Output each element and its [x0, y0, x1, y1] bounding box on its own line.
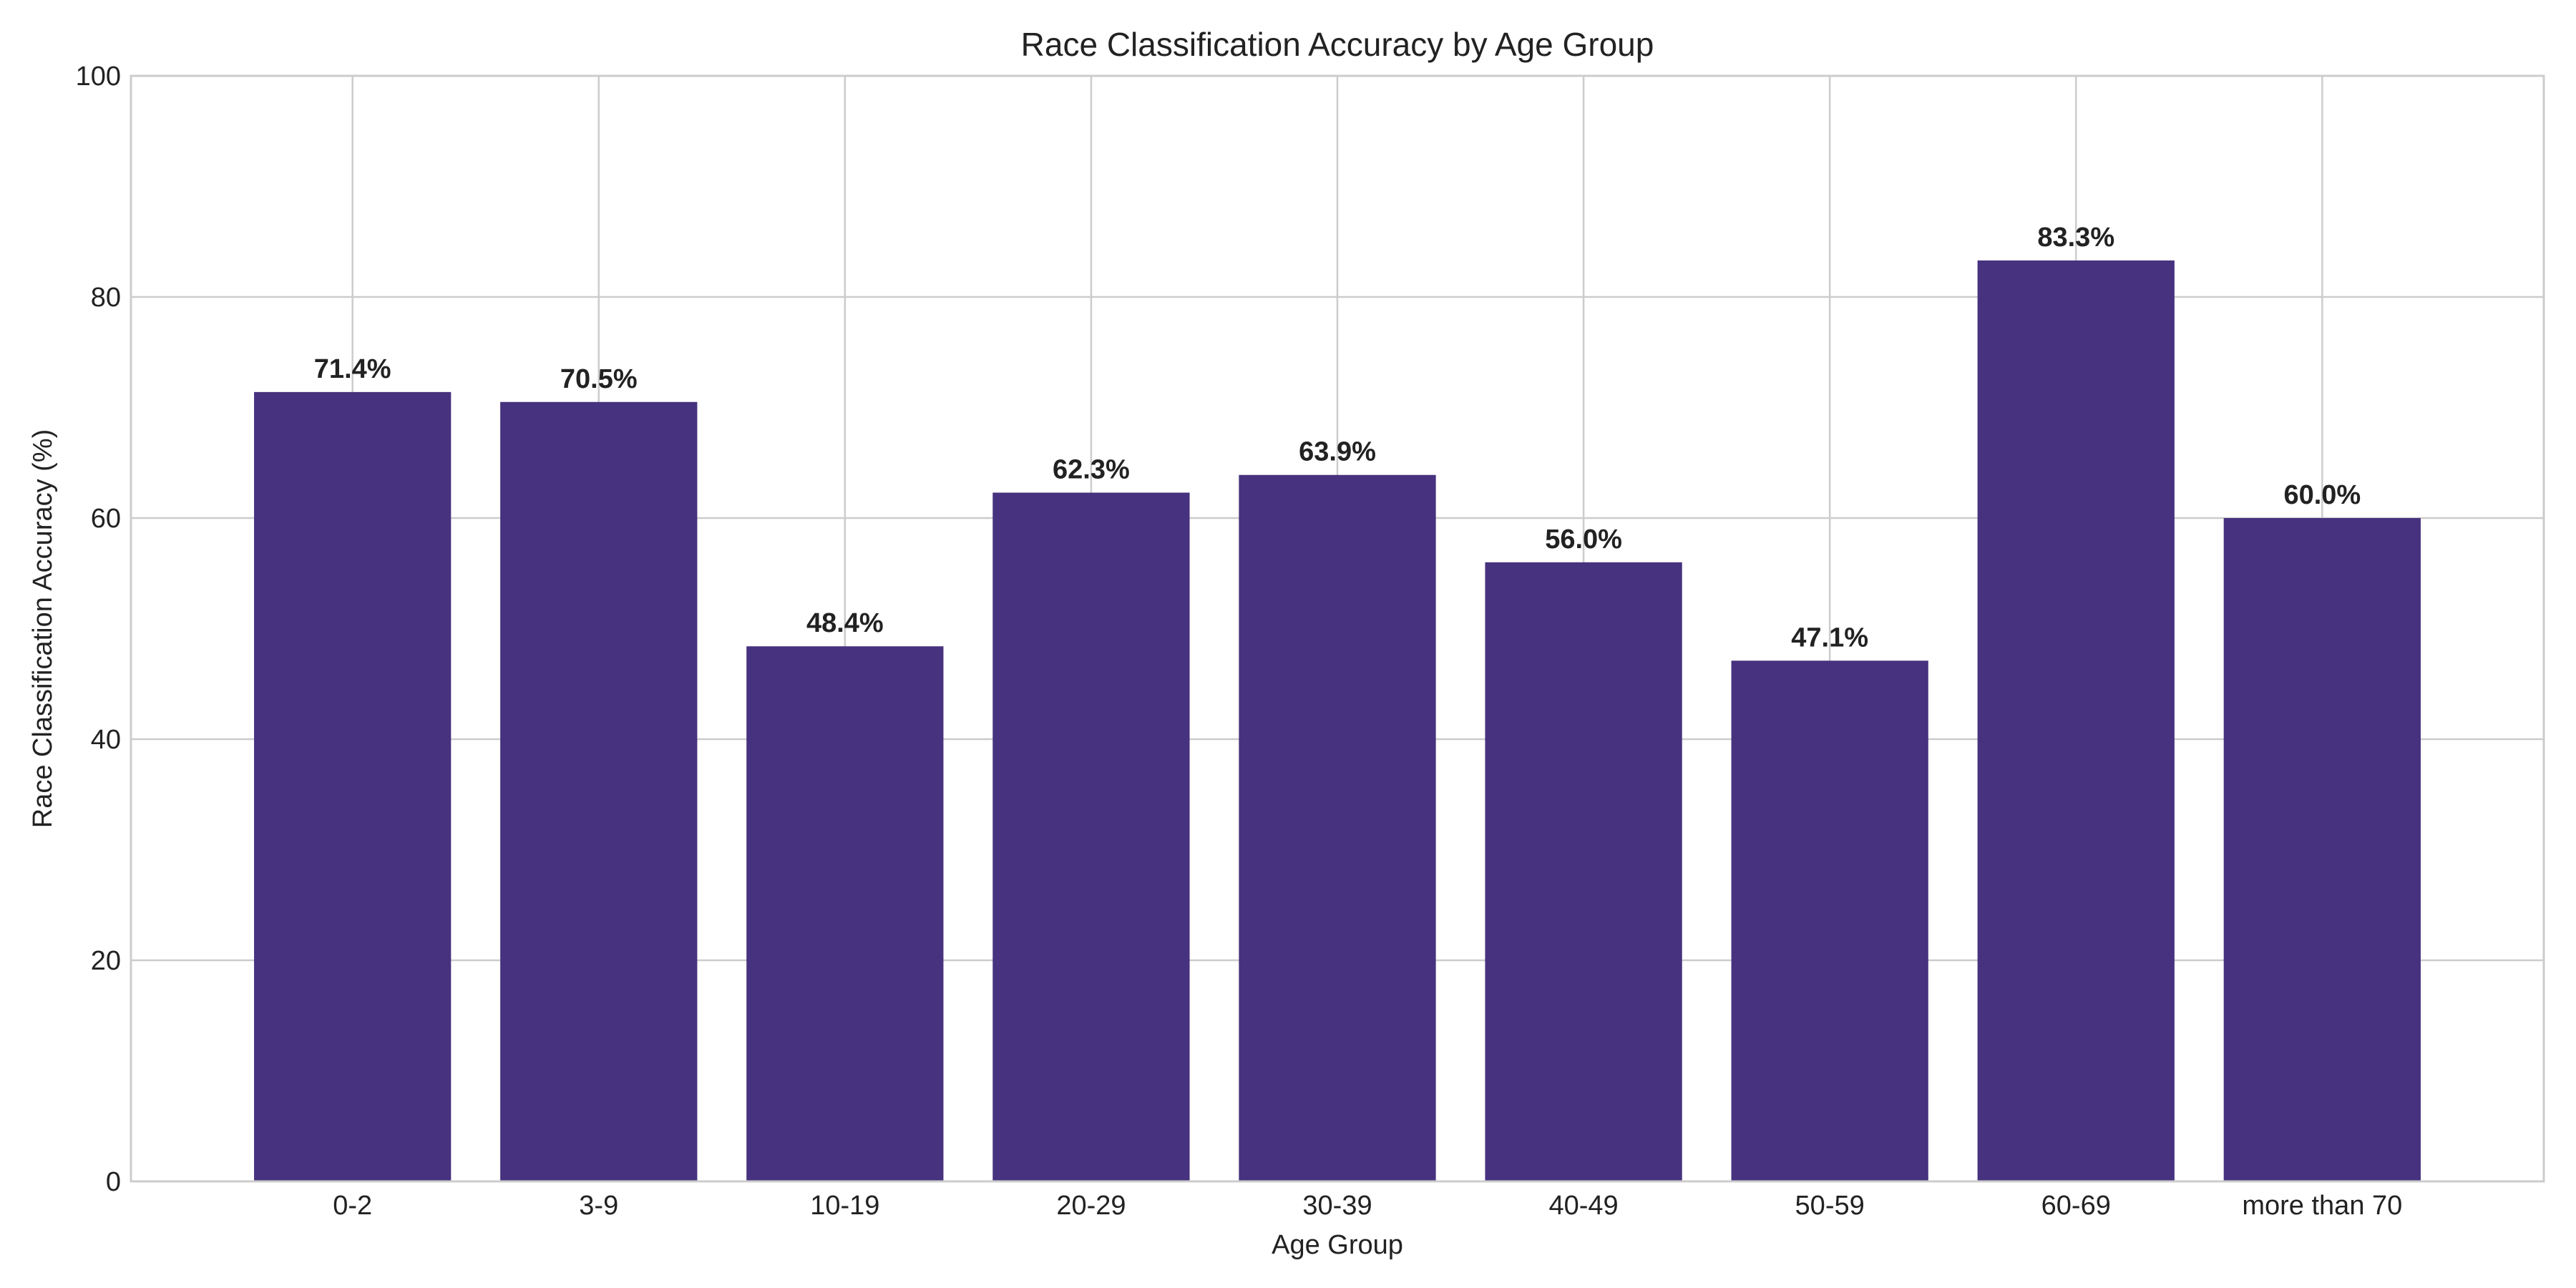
data-labels: 71.4% 70.5% 48.4% 62.3% 63.9% 56.0% 47.1% 83.3%… — [314, 223, 2361, 653]
bar — [1239, 474, 1436, 1181]
bar — [254, 391, 452, 1181]
y-tick-label: 0 — [106, 1167, 121, 1197]
x-tick-label: 0-2 — [333, 1191, 372, 1221]
bars — [254, 260, 2421, 1181]
y-axis-ticks: 0 20 40 60 80 100 — [76, 62, 121, 1197]
bar — [1731, 660, 1928, 1181]
x-tick-label: 40-49 — [1548, 1191, 1618, 1221]
bar — [2223, 518, 2421, 1181]
x-tick-label: 30-39 — [1302, 1191, 1372, 1221]
bar — [500, 401, 698, 1181]
bar-value-label: 47.1% — [1791, 623, 1868, 653]
x-tick-label: 60-69 — [2041, 1191, 2111, 1221]
chart-title: Race Classification Accuracy by Age Grou… — [1021, 26, 1654, 63]
x-tick-label: 10-19 — [810, 1191, 879, 1221]
bar-value-label: 63.9% — [1299, 437, 1376, 467]
bar-value-label: 48.4% — [806, 608, 884, 638]
bar-value-label: 71.4% — [314, 354, 391, 384]
x-axis-label: Age Group — [1272, 1230, 1403, 1260]
x-axis-ticks: 0-2 3-9 10-19 20-29 30-39 40-49 50-59 60-69 more… — [333, 1191, 2402, 1221]
plot-frame — [130, 74, 2545, 1183]
y-tick-label: 40 — [91, 725, 121, 755]
bar — [1977, 260, 2175, 1181]
x-tick-label: 20-29 — [1056, 1191, 1126, 1221]
bar-value-label: 62.3% — [1053, 454, 1130, 484]
bar-value-label: 70.5% — [560, 364, 638, 394]
bar-value-label: 83.3% — [2037, 223, 2114, 253]
x-tick-label: 3-9 — [579, 1191, 618, 1221]
y-tick-label: 20 — [91, 946, 121, 976]
y-tick-label: 60 — [91, 504, 121, 534]
bar — [1485, 562, 1682, 1181]
bar — [746, 646, 944, 1181]
x-tick-label: more than 70 — [2242, 1191, 2402, 1221]
bar-value-label: 60.0% — [2283, 480, 2361, 510]
bar — [992, 492, 1190, 1181]
x-tick-label: 50-59 — [1795, 1191, 1865, 1221]
y-tick-label: 100 — [76, 62, 121, 92]
bar-value-label: 56.0% — [1545, 525, 1622, 555]
y-tick-label: 80 — [91, 283, 121, 313]
y-axis-label: Race Classification Accuracy (%) — [28, 429, 58, 829]
